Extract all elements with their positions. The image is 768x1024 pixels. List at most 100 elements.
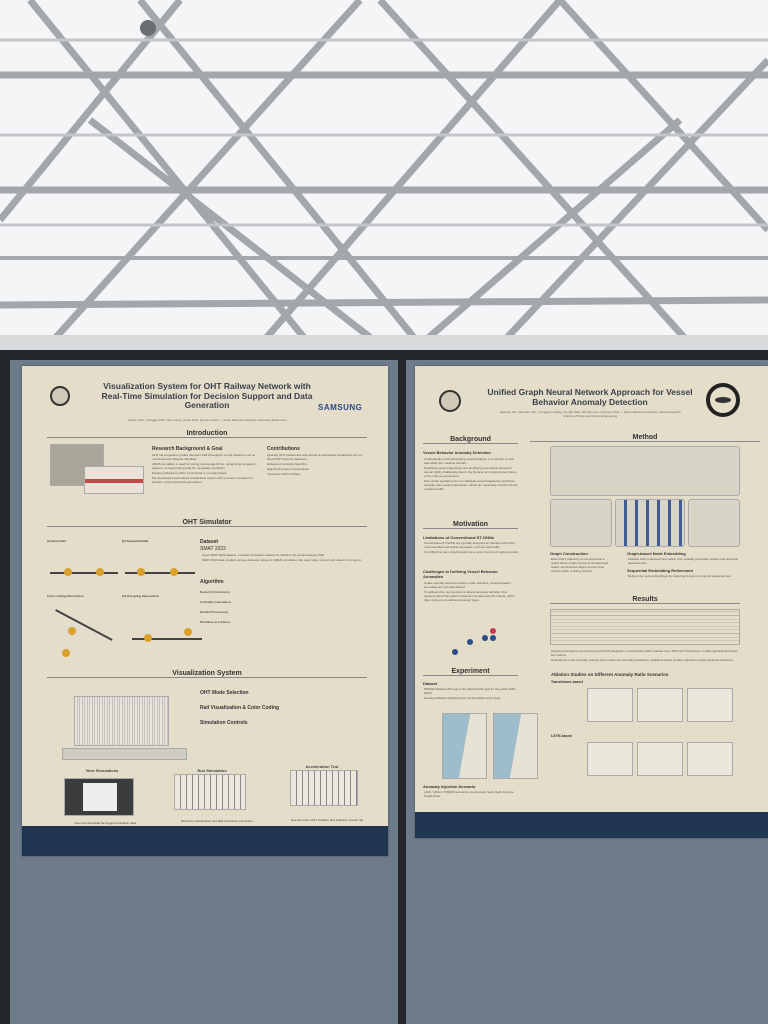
contributions-heading: Contributions — [267, 446, 300, 452]
research-bullets: OHT rail congestion greatly hampers FAB … — [152, 453, 262, 485]
skylight-ceiling — [0, 0, 768, 360]
poster-oht-visualization: Visualization System for OHT Railway Net… — [22, 366, 388, 856]
method-diagram-top — [550, 446, 740, 496]
bullet: Robustness in low-anomaly settings: Even… — [551, 658, 734, 663]
algorithm-item: Workflow at a Glance — [200, 620, 231, 624]
vis-item: OHT Mode Selection — [200, 690, 249, 696]
anomaly-bullets: LOW / HIGH / STRESS scenarios via Anomal… — [424, 790, 519, 799]
rail — [50, 572, 118, 574]
poster-title: Visualization System for OHT Railway Net… — [101, 381, 313, 411]
bullet: To address this, we construct a tailored… — [424, 590, 515, 603]
section-results: Results — [550, 596, 740, 604]
panel-title: Acceleration Test — [305, 764, 339, 769]
panel-caption: Real-time visualization and Rail-cut/res… — [181, 819, 253, 823]
results-table — [550, 609, 740, 645]
samsung-logo: SAMSUNG — [318, 403, 363, 412]
algorithm-item: Node-Port Extension — [200, 590, 230, 594]
oht-dot — [64, 568, 72, 576]
algorithm-items: Node-Port Extension Centrality Calculati… — [200, 588, 365, 628]
map-figure-1 — [442, 713, 487, 779]
section-introduction: Introduction — [47, 430, 367, 438]
bullet: AMHS simulation is used for testing rout… — [152, 462, 257, 471]
control-bar-screenshot — [62, 748, 187, 760]
vis-item: Rail Visualization & Color Coding — [200, 705, 280, 711]
algorithm-item: Centrality Calculation — [200, 600, 231, 604]
node-embedding-heading: Graph-based Node Embedding — [627, 551, 686, 556]
oht-dot — [170, 568, 178, 576]
rail — [132, 638, 202, 640]
lstm-based-heading: LSTM-based — [551, 734, 572, 738]
fig-label: (b) Sequential Rail — [122, 539, 149, 543]
limitations-heading: Limitations of Conventional ST-GNNs — [423, 535, 495, 540]
rail — [55, 609, 113, 641]
smat-heading: SMAT 2022 — [200, 546, 226, 552]
method-diagram-embedding — [550, 499, 612, 547]
oht-dot — [96, 568, 104, 576]
security-camera — [140, 20, 156, 36]
section-visualization-system: Visualization System — [47, 670, 367, 678]
panel-title: Run Simulation — [197, 768, 227, 773]
intro-rail-figure — [84, 466, 144, 494]
acceleration-test-screenshot — [290, 770, 358, 806]
limitations-bullets: Conventional ST-GNNs are typically desig… — [424, 541, 519, 555]
anomaly-injection-heading: Anomaly Injection Scenario — [423, 784, 476, 789]
dataset-bullets: Used SMAT 2022 dataset, a testbed simula… — [202, 553, 367, 563]
bullet: Heavily trafficked shipping lanes off Au… — [424, 696, 501, 701]
poster-footer — [22, 826, 388, 856]
bullet: SMAT 2022 data contains various data and… — [202, 558, 362, 563]
oht-dot — [144, 634, 152, 642]
bullet: OHT rail congestion greatly hampers FAB … — [152, 453, 256, 462]
poster-vessel-anomaly: Unified Graph Neural Network Approach fo… — [415, 366, 768, 838]
oht-dot — [62, 649, 70, 657]
bullet: Existing software is either commercial o… — [152, 471, 228, 476]
ablation-chart — [687, 688, 733, 722]
university-seal-logo — [50, 386, 70, 406]
bullet: Unlike anomaly detection tasks in other … — [424, 581, 511, 590]
oht-dot — [137, 568, 145, 576]
graph-construction-text: Each ship's trajectory is converted into… — [551, 557, 609, 574]
fig-label: (d) Out-going Intersection — [122, 594, 159, 598]
method-diagram-detector — [688, 499, 740, 547]
results-bullets: Overall performance improvement with GNN… — [551, 649, 741, 663]
algorithm-heading: Algorithm — [200, 579, 224, 585]
ablation-chart — [687, 742, 733, 776]
ablation-chart — [637, 742, 683, 776]
algorithm-item: Parallel Processing — [200, 610, 228, 614]
section-motivation: Motivation — [423, 521, 518, 529]
bullet: Used SMAT 2022 dataset, a testbed simula… — [202, 553, 325, 557]
dataset-heading: Dataset — [423, 681, 438, 686]
panel-title: View Simulations — [85, 768, 119, 773]
challenges-heading: Challenges in Defining Vessel Behavior A… — [423, 569, 498, 579]
node-embedding-text: Includes both contextual information fro… — [628, 557, 738, 566]
section-oht-simulator: OHT Simulator — [47, 519, 367, 527]
poster-title: Unified Graph Neural Network Approach fo… — [487, 387, 693, 407]
bullet: It is difficult to use a fixed location … — [424, 550, 519, 555]
dataset-bullets: DMTAD Dataset (AIS logs in the West Paci… — [424, 687, 519, 701]
bullet: Prior works typically focus on individua… — [424, 479, 518, 492]
sequential-refinement-heading: Sequential Embedding Refinement — [627, 568, 694, 573]
vbad-heading: Vessel Behavior Anomaly Detection — [423, 450, 491, 455]
background-bullets: Understanding and anticipating vessel be… — [424, 457, 519, 492]
view-simulations-screenshot — [64, 778, 134, 816]
poster-footer — [415, 812, 768, 838]
bullet: Interactive Web Interface — [267, 472, 301, 477]
run-simulation-screenshot — [174, 774, 246, 810]
fig-label: (a) Same Rail — [47, 539, 66, 543]
dataset-heading: Dataset — [200, 539, 219, 545]
bullet: DMTAD Dataset (AIS logs in the West Paci… — [424, 687, 517, 696]
vis-item: Simulation Controls — [200, 720, 248, 726]
panel-caption: See the future OHT situation and statist… — [291, 818, 363, 822]
section-method: Method — [530, 434, 760, 442]
fig-label: (c) In-coming Intersection — [47, 594, 84, 598]
panel-caption: View and download the logged simulation … — [74, 821, 136, 825]
ablation-chart — [587, 688, 633, 722]
rail — [125, 572, 195, 574]
transformer-based-heading: Transformer-based — [551, 680, 583, 684]
contribution-bullets: Quantify OHT bottlenecks and provide a w… — [267, 453, 367, 477]
challenges-bullets: Unlike anomaly detection tasks in other … — [424, 581, 519, 603]
sequential-refinement-text: Refines the node embeddings by capturing… — [628, 574, 732, 578]
bullet: Understanding and anticipating vessel be… — [424, 457, 514, 466]
bullet: We developed a web-based visualization s… — [152, 476, 254, 485]
method-diagram-refinement — [615, 499, 685, 547]
bullet: Predicting vessel trajectories and ident… — [424, 466, 517, 479]
